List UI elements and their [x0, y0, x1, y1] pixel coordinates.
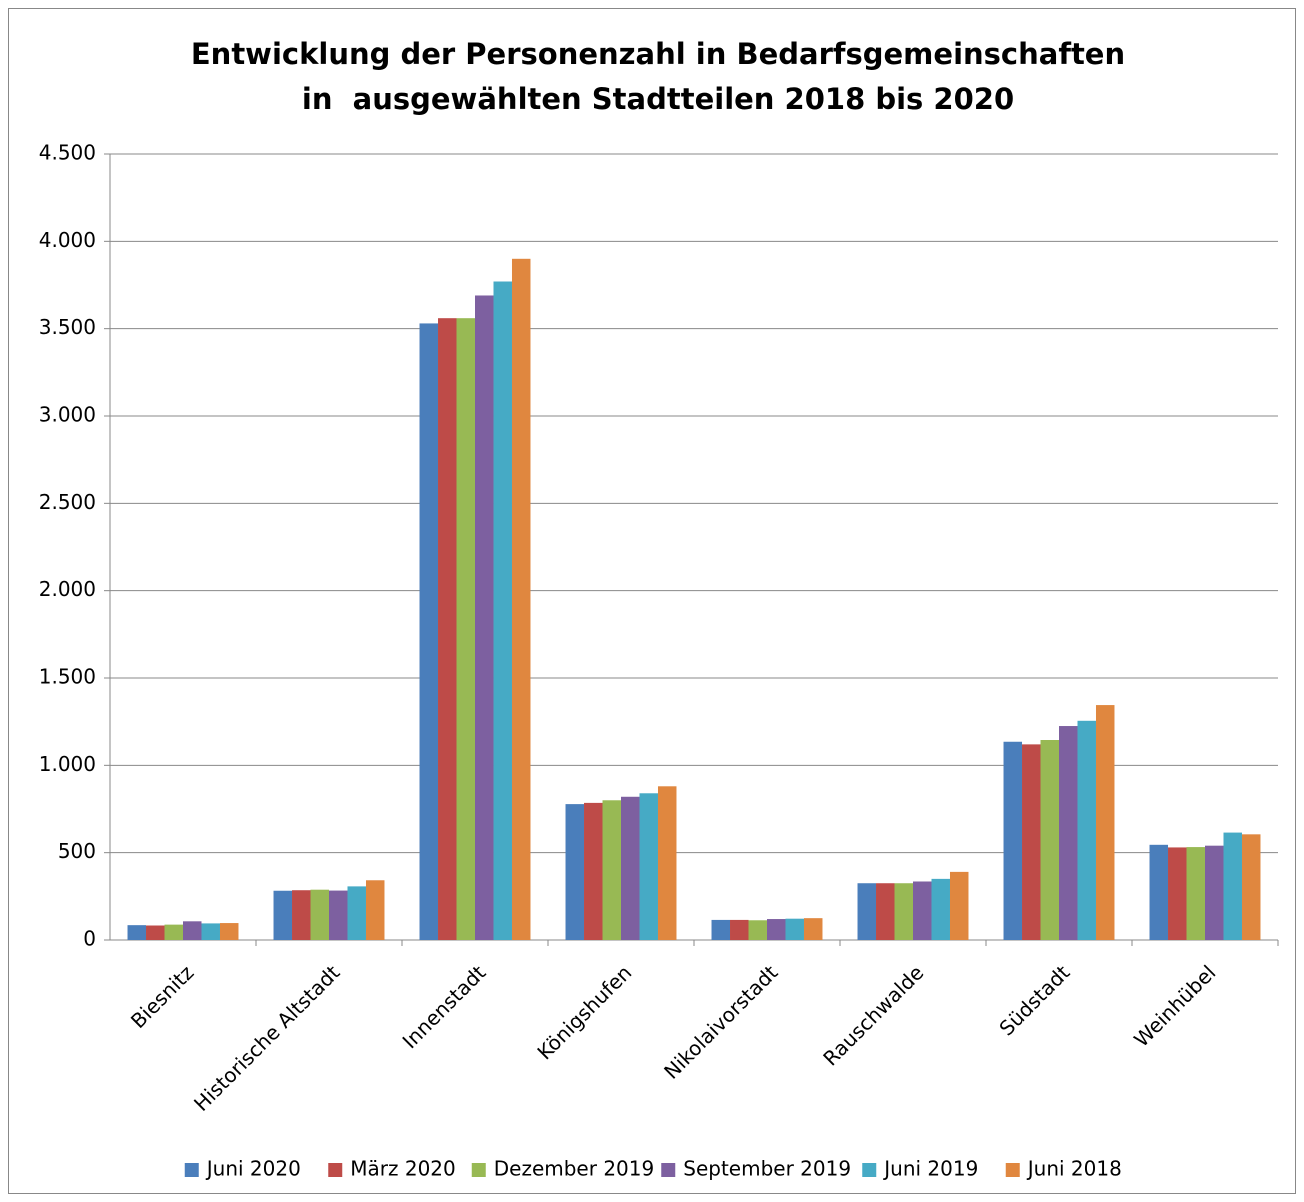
bar	[183, 921, 202, 940]
bar	[1040, 740, 1059, 940]
bar	[1022, 744, 1041, 940]
y-tick-label: 1.500	[39, 665, 96, 689]
bar	[1095, 705, 1115, 940]
bar	[310, 889, 329, 940]
bar	[639, 793, 658, 940]
bar	[876, 883, 895, 940]
y-tick-label: 2.500	[39, 490, 96, 514]
bar	[146, 925, 165, 940]
bar	[419, 323, 439, 941]
y-tick-label: 2.000	[39, 577, 96, 601]
bar	[1077, 720, 1096, 940]
legend-label: Juni 2018	[1026, 1157, 1122, 1181]
bar	[475, 295, 494, 941]
bar	[857, 883, 877, 940]
bar	[127, 925, 147, 940]
bar	[292, 890, 311, 940]
bar	[1168, 847, 1187, 940]
bar	[1059, 726, 1078, 940]
bar	[329, 890, 348, 940]
bar	[273, 890, 293, 940]
legend-swatch	[328, 1163, 343, 1177]
legend-label: Dezember 2019	[494, 1157, 654, 1181]
bar	[602, 800, 621, 940]
bar	[456, 318, 475, 941]
legend-label: September 2019	[683, 1157, 851, 1181]
bar	[1241, 834, 1261, 940]
bar	[164, 924, 183, 940]
bar	[1186, 847, 1205, 940]
bar	[201, 923, 220, 940]
bar	[438, 318, 457, 941]
bar	[365, 880, 385, 940]
legend-label: März 2020	[350, 1157, 456, 1181]
bar	[894, 883, 913, 940]
bar	[931, 878, 950, 940]
legend-label: Juni 2019	[882, 1157, 978, 1181]
bar	[1149, 844, 1169, 940]
legend-swatch	[471, 1163, 486, 1177]
chart-title: Entwicklung der Personenzahl in Bedarfsg…	[191, 37, 1125, 71]
bar	[785, 918, 804, 940]
bar	[657, 786, 677, 940]
bar	[730, 919, 749, 940]
bar	[803, 918, 823, 940]
bar	[1205, 845, 1224, 940]
legend-swatch	[862, 1163, 877, 1177]
chart-title: in ausgewählten Stadtteilen 2018 bis 202…	[302, 82, 1014, 116]
bar	[949, 871, 969, 940]
y-tick-label: 4.000	[39, 228, 96, 252]
y-tick-label: 0	[83, 927, 96, 951]
bar	[748, 920, 767, 940]
bar	[913, 881, 932, 940]
bar	[219, 923, 239, 940]
bar	[1223, 832, 1242, 940]
bar	[511, 258, 531, 940]
legend-label: Juni 2020	[205, 1157, 301, 1181]
bar	[1003, 741, 1023, 940]
bar	[347, 886, 366, 940]
y-tick-label: 1.000	[39, 752, 96, 776]
chart-border	[8, 8, 1296, 1194]
y-tick-label: 3.000	[39, 403, 96, 427]
y-tick-label: 500	[58, 839, 96, 863]
legend-swatch	[184, 1163, 199, 1177]
y-tick-label: 3.500	[39, 315, 96, 339]
legend-swatch	[661, 1163, 676, 1177]
bar	[584, 802, 603, 940]
y-tick-label: 4.500	[39, 141, 96, 165]
bar	[621, 796, 640, 940]
bar	[565, 804, 585, 940]
legend-swatch	[1005, 1163, 1020, 1177]
bar	[711, 919, 731, 940]
bar	[493, 281, 512, 940]
bar	[767, 919, 786, 940]
